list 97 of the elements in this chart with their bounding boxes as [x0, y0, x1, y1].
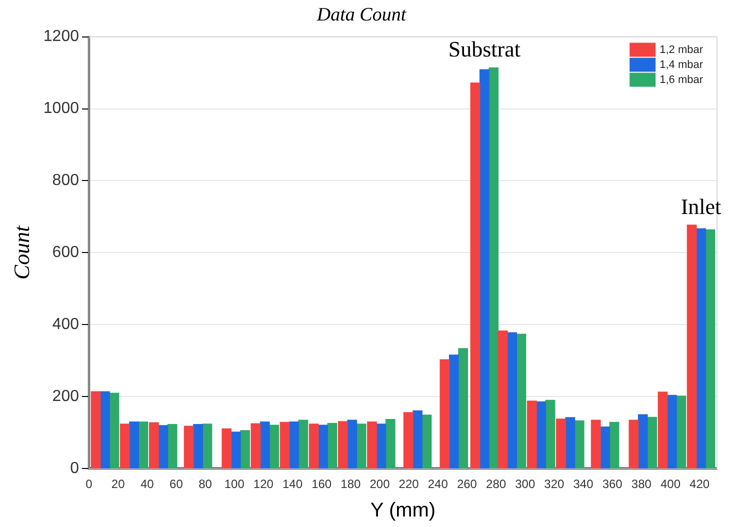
legend-label: 1,2 mbar [660, 44, 704, 56]
y-tick-label: 400 [52, 316, 80, 334]
bar [240, 430, 250, 468]
bar [230, 432, 241, 468]
bar [250, 423, 261, 468]
x-tick-label: 320 [544, 477, 565, 492]
bar [269, 424, 280, 468]
annotation: Substrat [448, 36, 520, 62]
x-tick-label: 260 [456, 477, 478, 492]
x-tick-label: 40 [140, 477, 154, 492]
bar [90, 391, 101, 468]
bar [412, 410, 422, 468]
legend-label: 1,6 mbar [660, 74, 704, 86]
x-tick-label: 240 [428, 477, 448, 492]
bar [676, 396, 686, 468]
bar [184, 426, 194, 468]
bar [526, 400, 537, 468]
bar [470, 82, 480, 468]
x-tick-label: 200 [370, 477, 390, 492]
bar [403, 412, 414, 468]
x-tick-label: 120 [253, 477, 274, 492]
x-tick-label: 220 [398, 477, 420, 492]
bar [129, 421, 139, 468]
bar [422, 414, 432, 468]
bar [100, 391, 110, 468]
bar [109, 392, 120, 468]
x-tick-label: 400 [660, 477, 681, 492]
x-tick-label: 80 [198, 477, 212, 492]
legend-label: 1,4 mbar [660, 58, 704, 71]
bar [120, 424, 130, 468]
bar [356, 424, 366, 468]
bar [148, 422, 159, 468]
y-tick-label: 0 [70, 460, 80, 478]
bar [574, 420, 584, 468]
x-tick-label: 60 [170, 477, 184, 492]
x-tick-label: 280 [486, 477, 506, 492]
bar [686, 224, 697, 468]
bar [488, 67, 499, 468]
bar [590, 420, 601, 468]
annotation: Inlet [680, 194, 722, 219]
x-tick-label: 0 [86, 477, 93, 492]
bar [667, 394, 677, 468]
bar [289, 421, 299, 468]
bar [327, 422, 338, 468]
bar [280, 422, 290, 468]
y-tick-label: 200 [52, 388, 80, 406]
x-tick-label: 420 [690, 477, 710, 492]
bar [138, 421, 148, 468]
y-axis-title: Count [8, 224, 34, 280]
bar [516, 334, 526, 468]
x-tick-label: 340 [573, 477, 594, 492]
bar [696, 228, 706, 468]
y-tick-label: 800 [52, 172, 80, 190]
y-tick-label: 600 [52, 244, 80, 262]
bar [536, 401, 546, 468]
x-tick-label: 160 [312, 477, 332, 492]
bar [638, 414, 648, 468]
bar [193, 424, 203, 468]
bar [458, 348, 468, 468]
y-tick-label: 1200 [43, 28, 80, 46]
chart-title: Data Count [316, 4, 407, 26]
bar [298, 420, 308, 468]
bar [565, 417, 576, 468]
bar [600, 426, 610, 468]
x-tick-label: 140 [282, 477, 303, 492]
bar [367, 421, 377, 468]
bar [609, 422, 620, 468]
x-tick-label: 20 [111, 477, 126, 492]
x-tick-label: 180 [340, 477, 361, 492]
bar [647, 416, 657, 468]
bar [167, 424, 178, 468]
y-tick-label: 1000 [43, 100, 80, 118]
bar [628, 420, 639, 468]
x-tick-label: 100 [224, 477, 245, 492]
bar [705, 229, 716, 468]
x-tick-label: 360 [602, 477, 623, 492]
bar [318, 424, 328, 468]
x-axis-title: Y (mm) [370, 500, 436, 522]
bar [507, 332, 517, 468]
bar [556, 418, 566, 468]
bar [347, 420, 358, 468]
bar [498, 330, 508, 468]
bar [448, 354, 459, 468]
bar [440, 359, 450, 468]
bar [158, 425, 168, 468]
bar [479, 69, 490, 468]
bar [376, 424, 386, 468]
bar [545, 400, 556, 468]
bar [222, 428, 232, 468]
bar [260, 421, 270, 468]
bar [385, 418, 396, 468]
bar [308, 424, 319, 468]
bar [338, 421, 348, 468]
x-tick-label: 380 [631, 477, 652, 492]
x-tick-label: 300 [515, 477, 536, 492]
bar [658, 392, 668, 468]
bar [202, 424, 212, 468]
